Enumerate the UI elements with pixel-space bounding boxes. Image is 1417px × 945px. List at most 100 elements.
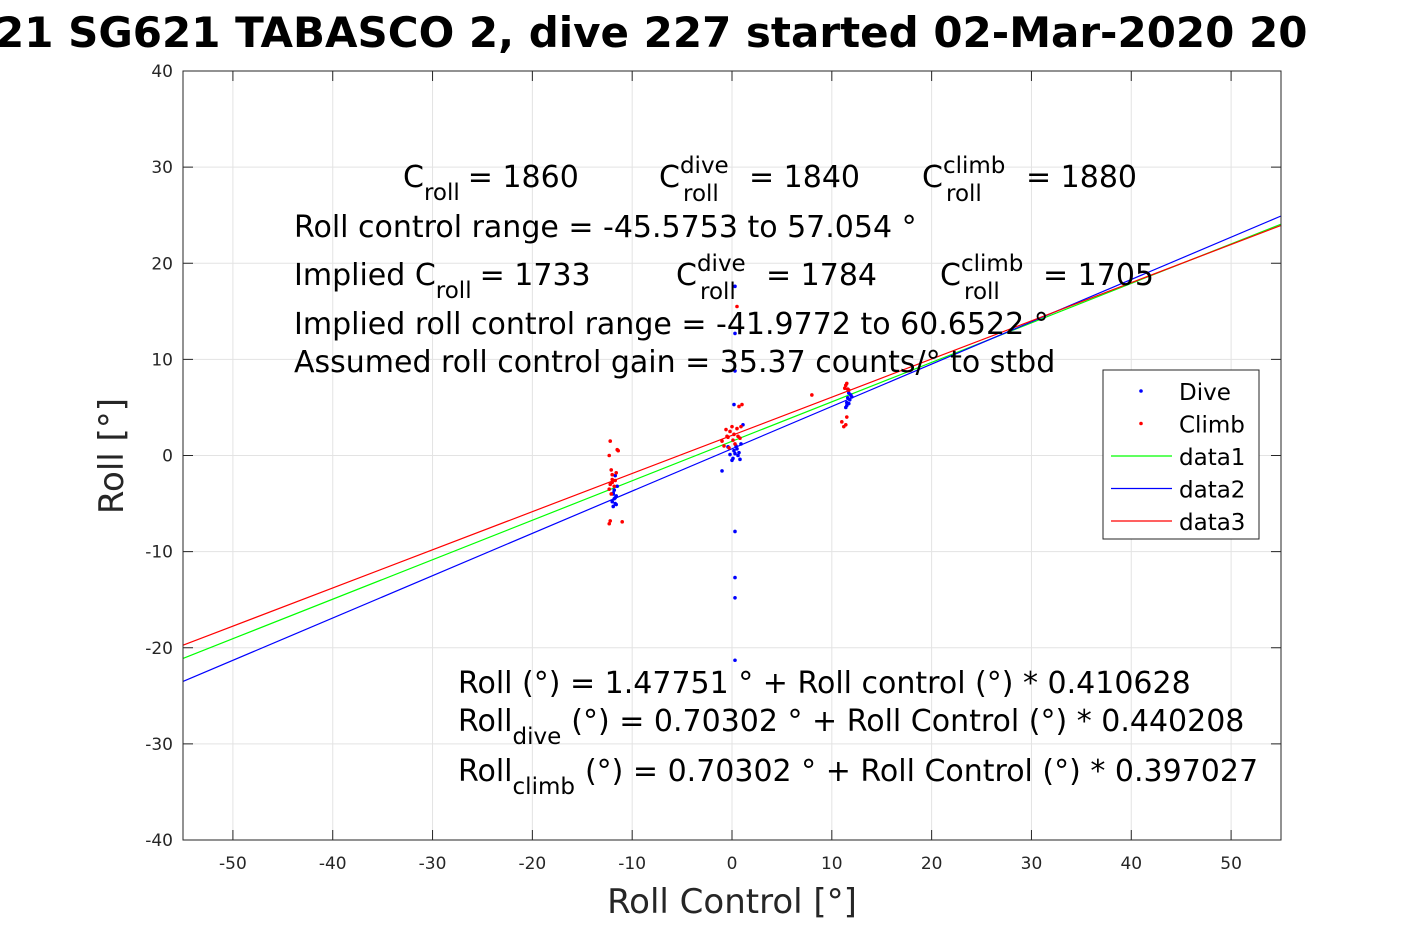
dive-point [735,446,739,451]
y-axis-label: Roll [°] [92,398,132,514]
implied-c-roll: Implied Croll = 1733 [294,258,591,304]
climb-point [733,442,737,446]
dive-point [613,495,618,500]
legend-label: data3 [1179,510,1245,536]
climb-point [610,472,615,477]
climb-point [614,471,619,475]
data-points [607,284,854,663]
roll-control-gain: Assumed roll control gain = 35.37 counts… [294,345,1055,380]
dive-point [739,442,743,446]
y-tick-label: 40 [151,62,173,82]
implied-c-climb-value: = 1705 [1043,258,1154,293]
axis-ticks: -50 -40 -30 -20 -10 0 10 20 30 40 50 -40 -30 -20 -10 0 1… [145,62,1281,874]
climb-point [722,444,726,448]
dive-point [611,504,616,509]
y-tick-label: 20 [151,254,173,274]
dive-point [849,395,854,399]
climb-point [612,484,617,489]
x-tick-label: -20 [518,854,546,874]
legend-label: Climb [1179,413,1245,439]
legend: Dive Climb data1 data2 data3 [1102,369,1260,540]
dive-point [615,484,620,489]
y-tick-label: 10 [151,350,173,370]
x-tick-label: 20 [921,854,943,874]
climb-point [607,487,612,491]
climb-point [844,415,849,419]
climb-point [731,438,735,442]
climb-point [843,383,848,388]
dive-point [737,450,741,455]
dive-point [728,452,732,457]
climb-point [810,393,814,397]
climb-point [727,446,731,450]
climb-point [735,304,739,309]
climb-point [613,478,618,483]
climb-point [842,386,847,391]
implied-c-climb-subscript: roll [964,279,1000,305]
y-tick-label: -20 [145,639,173,659]
y-tick-label: -30 [145,735,173,755]
fit-equation-dive: Rolldive (°) = 0.70302 ° + Roll Control (… [458,704,1244,750]
dive-point [738,457,742,462]
fit-equation-all: Roll (°) = 1.47751 ° + Roll control (°) … [458,666,1191,701]
x-tick-label: -50 [219,854,247,874]
dive-point [614,502,619,507]
dive-point [733,595,737,600]
roll-control-range: Roll control range = -45.5753 to 57.054 … [294,210,917,245]
climb-point [843,422,848,427]
dive-point [730,458,734,463]
dive-point [733,284,737,289]
implied-c-dive: Cdive [676,251,746,293]
climb-point [620,520,624,524]
legend-label: Dive [1179,380,1231,406]
climb-point [607,453,612,458]
climb-point [608,519,613,523]
dive-point [733,369,737,373]
legend-marker-climb [1139,421,1143,426]
climb-point [732,432,736,437]
x-tick-label: 30 [1021,854,1043,874]
chart-title: 21 SG621 TABASCO 2, dive 227 started 02-… [0,8,1307,57]
x-tick-label: 0 [727,854,738,874]
dive-point [720,469,724,473]
climb-point [730,424,734,429]
fit-equation-climb: Rollclimb (°) = 0.70302 ° + Roll Control … [458,754,1258,800]
y-tick-label: 0 [162,447,173,467]
c-climb-value: = 1880 [1026,160,1137,195]
dive-point [733,451,737,456]
dive-point [847,397,852,402]
climb-point [726,435,730,440]
climb-point [720,439,724,443]
axes-box [182,70,1282,841]
dive-point [610,499,615,504]
climb-point [609,492,614,496]
climb-point [739,424,743,429]
climb-point [735,426,739,431]
x-tick-label: -40 [319,854,347,874]
climb-point [607,521,612,526]
climb-point [608,439,613,443]
climb-point [609,468,614,472]
dive-point [846,401,851,406]
c-dive-subscript: roll [683,181,719,207]
dive-point [613,473,618,478]
legend-label: data2 [1179,478,1245,504]
dive-point [732,448,736,453]
fit-line-data2 [182,215,1282,683]
implied-c-dive-subscript: roll [700,279,736,305]
x-tick-label: 50 [1220,854,1242,874]
dive-point [732,402,736,407]
c-roll-annotation: Croll = 1860 [403,160,579,206]
x-tick-label: 40 [1120,854,1142,874]
climb-point [728,429,732,434]
implied-c-climb: Cclimb [940,251,1023,293]
y-tick-label: -40 [145,831,173,851]
dive-point [733,529,737,534]
dive-point [733,331,737,336]
climb-point [610,477,615,482]
y-tick-label: -10 [145,543,173,563]
dive-point [736,453,740,458]
y-tick-label: 30 [151,158,173,178]
climb-point [737,404,741,409]
legend-marker-dive [1139,389,1143,393]
